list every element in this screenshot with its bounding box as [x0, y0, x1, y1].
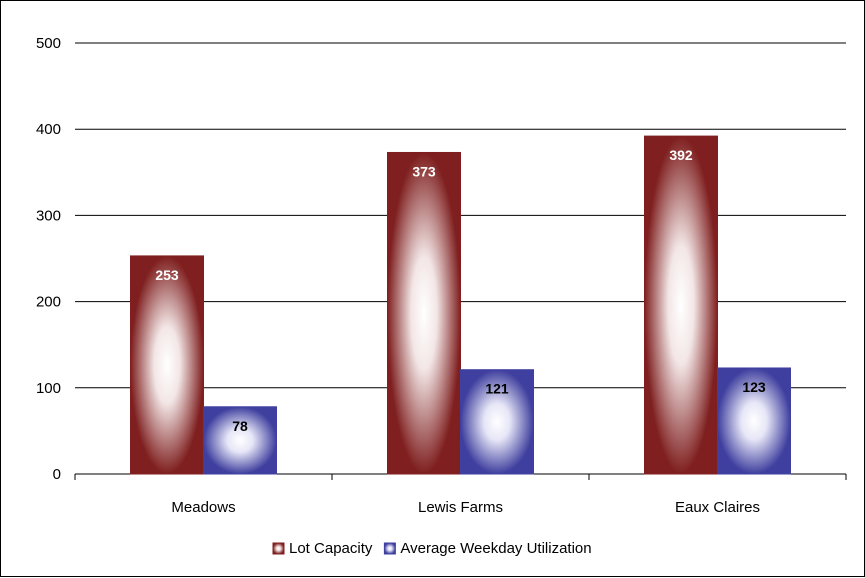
bar-average-weekday-utilization-meadows [203, 406, 277, 475]
bar-lot-capacity-meadows [130, 255, 204, 475]
x-category-label: Eaux Claires [675, 499, 760, 516]
y-tick-label: 0 [53, 466, 61, 483]
data-label: 392 [669, 147, 693, 163]
y-tick-label: 200 [36, 294, 61, 311]
bar-average-weekday-utilization-lewis-farms [460, 369, 534, 475]
y-tick-label: 100 [36, 380, 61, 397]
y-tick-label: 400 [36, 121, 61, 138]
y-tick-label: 300 [36, 207, 61, 224]
bar-lot-capacity-lewis-farms [387, 151, 461, 475]
legend-label: Lot Capacity [289, 540, 373, 557]
x-category-label: Meadows [171, 499, 235, 516]
bar-average-weekday-utilization-eaux-claires [717, 367, 791, 475]
data-labels: 253 78 373 121 392 123 [155, 147, 766, 434]
legend-label: Average Weekday Utilization [400, 540, 591, 557]
bars [130, 135, 791, 475]
data-label: 121 [485, 381, 509, 397]
y-tick-label: 500 [36, 35, 61, 52]
legend-swatch [272, 542, 285, 555]
data-label: 78 [232, 418, 248, 434]
data-label: 123 [742, 379, 766, 395]
legend-swatch [383, 542, 396, 555]
x-category-label: Lewis Farms [418, 499, 503, 516]
legend: Lot Capacity Average Weekday Utilization [272, 540, 592, 557]
data-label: 373 [412, 163, 436, 179]
bar-lot-capacity-eaux-claires [644, 135, 718, 475]
data-label: 253 [155, 267, 179, 283]
